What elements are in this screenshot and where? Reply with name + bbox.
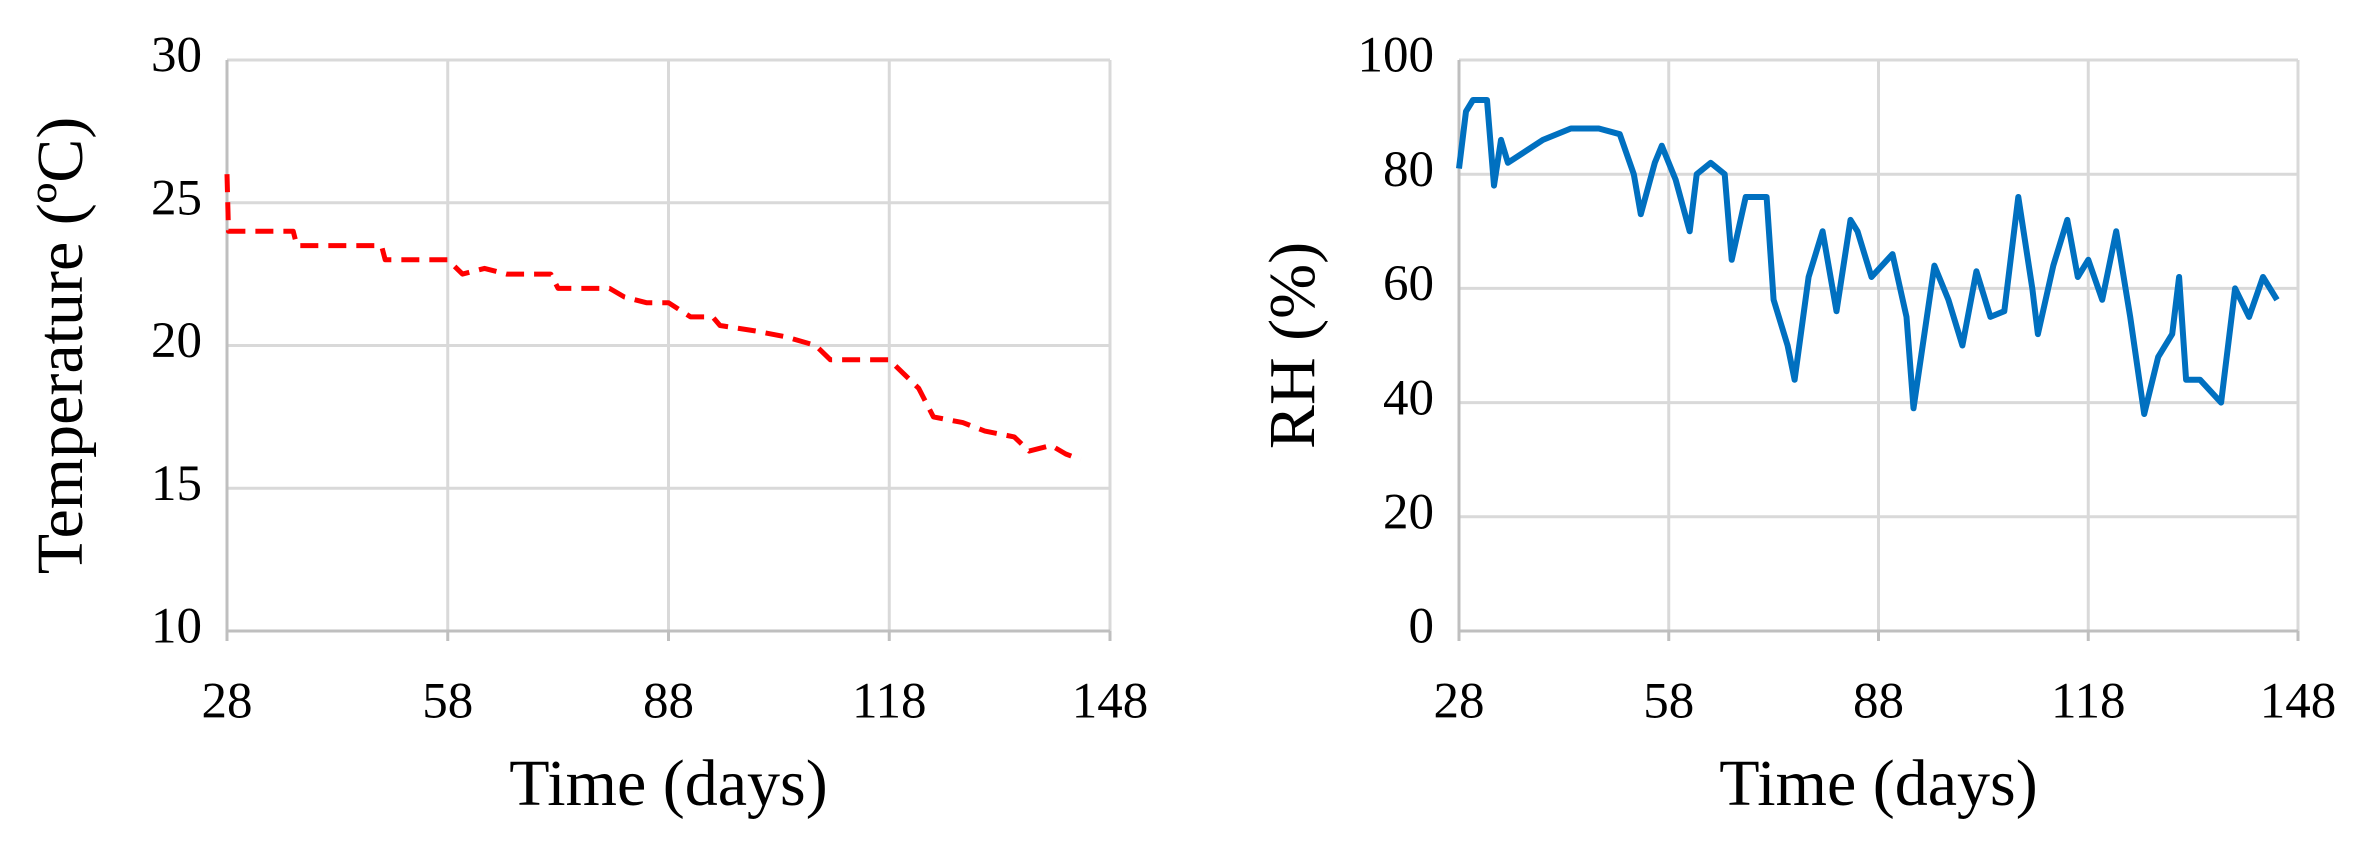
- x-tick-label: 28: [202, 674, 253, 730]
- x-tick-label: 118: [852, 674, 927, 730]
- data-line: [224, 174, 1082, 463]
- y-tick-label: 0: [1409, 599, 1435, 655]
- y-tick-label: 60: [1383, 256, 1434, 312]
- x-axis-title: Time (days): [509, 747, 827, 820]
- x-axis-title: Time (days): [1719, 747, 2037, 820]
- x-tick-label: 118: [2051, 674, 2126, 730]
- data-line: [1456, 97, 2280, 417]
- x-tick-label: 58: [1643, 674, 1694, 730]
- y-axis-title: RH (%): [1256, 242, 1329, 449]
- y-tick-label: 100: [1358, 28, 1435, 84]
- x-tick-label: 28: [1434, 674, 1485, 730]
- y-tick-label: 30: [151, 28, 202, 84]
- x-tick-label: 88: [643, 674, 694, 730]
- x-tick-label: 148: [2260, 674, 2337, 730]
- y-tick-label: 25: [151, 170, 202, 226]
- y-tick-label: 20: [151, 313, 202, 369]
- x-tick-label: 88: [1853, 674, 1904, 730]
- y-tick-label: 10: [151, 599, 202, 655]
- x-tick-label: 58: [422, 674, 473, 730]
- y-tick-label: 40: [1383, 370, 1434, 426]
- y-tick-label: 15: [151, 456, 202, 512]
- x-tick-label: 148: [1072, 674, 1149, 730]
- y-axis-title: Temperature (ºC): [24, 117, 97, 574]
- y-tick-label: 20: [1383, 485, 1434, 541]
- y-tick-label: 80: [1383, 142, 1434, 198]
